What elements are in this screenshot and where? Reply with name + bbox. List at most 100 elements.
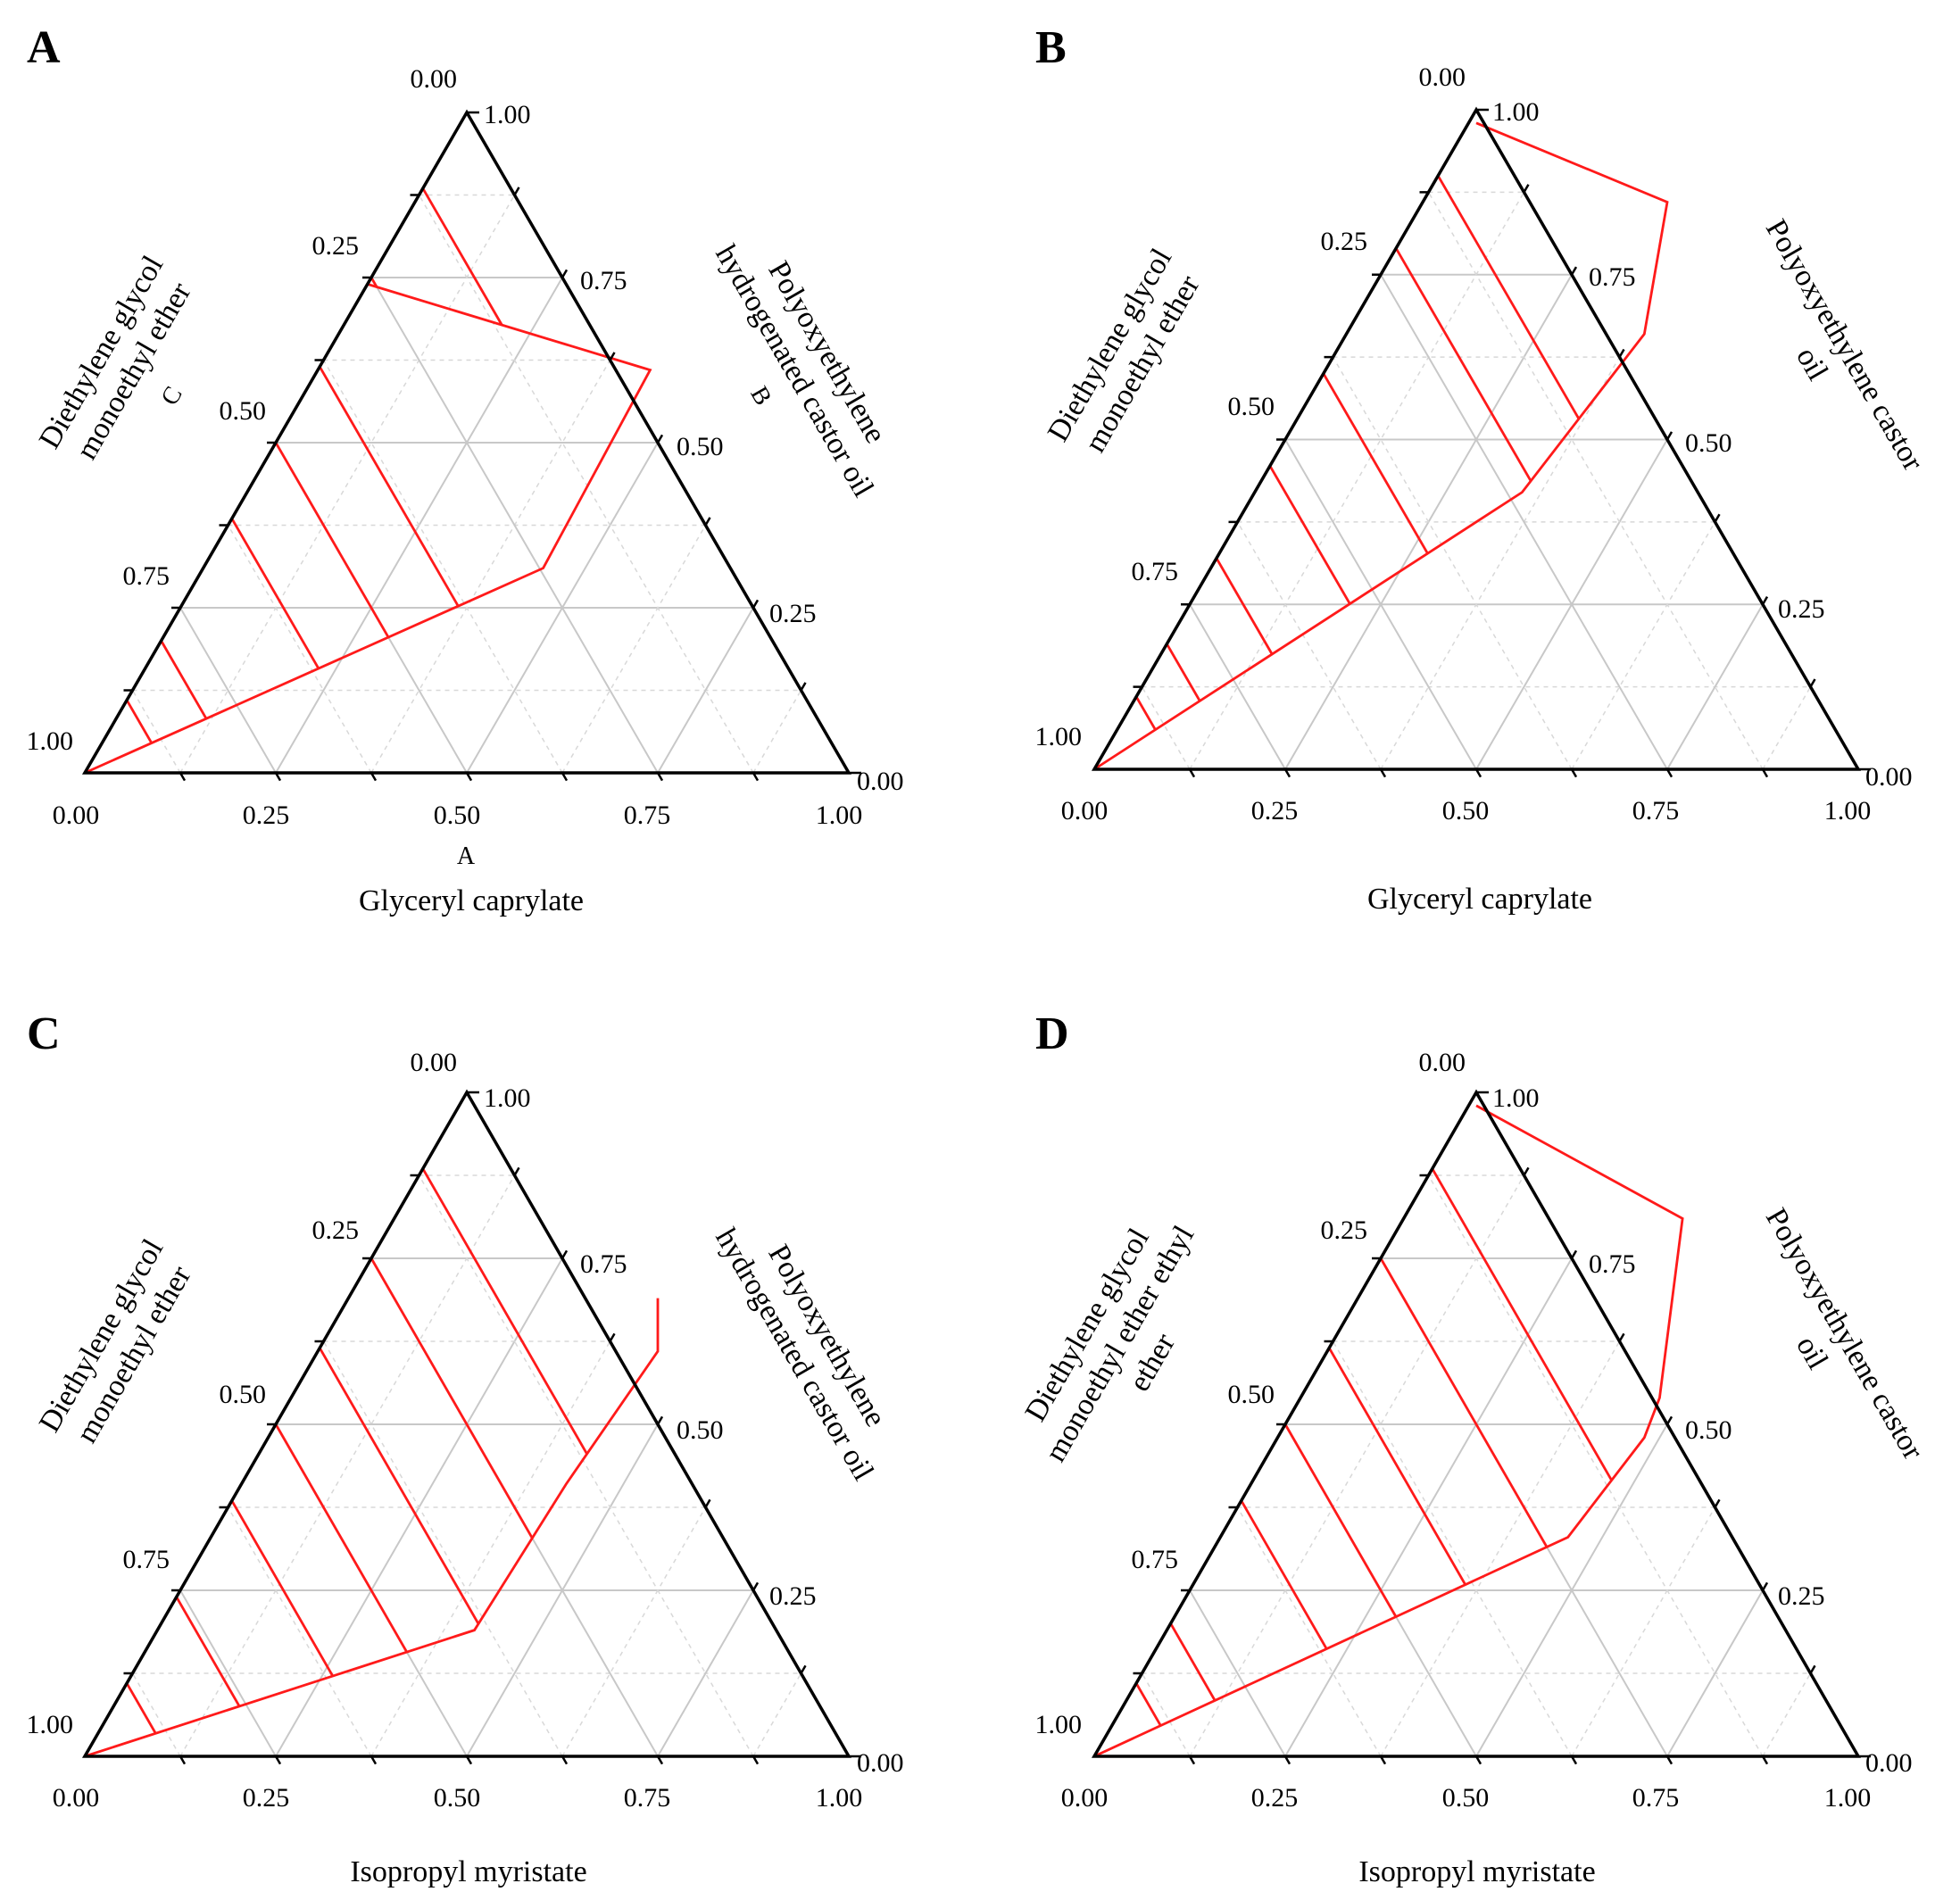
panel-b-gridline-r-6 (1380, 274, 1668, 770)
panel-c-right-tick-0: 0.00 (857, 1748, 904, 1778)
panel-c-gridline-r-1 (131, 1672, 181, 1757)
panel-c-hatch-line-5 (175, 1596, 241, 1707)
panel-c-right-tick-2: 0.50 (677, 1415, 724, 1445)
panel-a-gridline-l-5 (561, 525, 707, 774)
panel-d-tick-right-3 (1714, 1498, 1721, 1508)
panel-c-tick-right-2 (752, 1581, 760, 1591)
panel-c-letter: C (27, 1008, 61, 1059)
panel-c-tick-right-7 (513, 1166, 520, 1176)
panel-b-left-ticks: 1.00 0.75 0.50 0.25 0.00 (1035, 62, 1466, 751)
panel-b-region-boundary (1093, 121, 1669, 771)
panel-a-region (84, 187, 652, 775)
panel-b-tick-bottom-7 (1761, 768, 1769, 778)
panel-c-left-tick-0: 1.00 (27, 1710, 74, 1739)
panel-a-hatch-line-0 (421, 187, 503, 326)
panel-d-gridline-l-3 (1380, 1340, 1621, 1757)
panel-c-gridline-l-7 (752, 1672, 802, 1757)
panel-b-right-tick-4: 1.00 (1492, 97, 1540, 127)
panel-d-tick-right-6 (1570, 1249, 1578, 1259)
panel-c-hatch-line-1 (370, 1257, 534, 1539)
panel-c-right-tick-4: 1.00 (484, 1083, 531, 1113)
panel-b-bottom-tick-0: 0.00 (1061, 796, 1109, 826)
panel-b-tick-right-1 (1809, 678, 1816, 688)
panel-c-left-tick-2: 0.50 (220, 1380, 267, 1409)
panel-b-tick-bottom-6 (1665, 768, 1673, 778)
panel-c-bottom-tick-2: 0.50 (434, 1783, 481, 1813)
panel-d-right-title: Polyoxyethylene castor oil (1759, 1203, 1930, 1466)
panel-a-right-tick-0: 0.00 (857, 767, 904, 796)
panel-c-right-title: Polyoxyethylene hydrogenated castor oil (709, 1223, 892, 1486)
panel-b-gridline-r-2 (1189, 603, 1286, 770)
panel-b-tick-bottom-1 (1188, 768, 1196, 778)
panel-b-gridline-r-1 (1141, 686, 1191, 770)
panel-a-corner-a: A (457, 842, 476, 870)
panel-d-left-tick-0: 1.00 (1035, 1710, 1083, 1739)
panel-c-bottom-ticks: 0.00 0.25 0.50 0.75 1.00 (53, 1783, 863, 1813)
panel-b-grid (1141, 191, 1812, 770)
panel-b-tick-right-2 (1761, 595, 1769, 605)
panel-b-tick-bottom-5 (1570, 768, 1578, 778)
panel-c-frame (81, 1089, 861, 1765)
panel-b-frame (1091, 106, 1871, 778)
panel-c-gridline-l-1 (179, 1174, 516, 1757)
panel-a-bottom-tick-1: 0.25 (243, 801, 290, 830)
panel-c-bottom-tick-0: 0.00 (53, 1783, 100, 1813)
panel-c-bottom-tick-1: 0.25 (243, 1783, 290, 1813)
panel-d-tick-bottom-6 (1665, 1755, 1673, 1765)
panel-d-gridline-r-5 (1332, 1340, 1573, 1757)
panel-d-tick-right-2 (1761, 1581, 1769, 1591)
panel-d-hatch-line-3 (1283, 1423, 1398, 1618)
panel-b-gridline-l-7 (1762, 686, 1812, 770)
panel-a-bottom-tick-2: 0.50 (434, 801, 481, 830)
panel-b-tick-right-5 (1618, 348, 1625, 358)
panel-d-bottom-tick-1: 0.25 (1251, 1783, 1299, 1813)
panel-a-gridline-r-3 (227, 525, 372, 774)
panel-a-right-ticks: 0.00 0.25 0.50 0.75 1.00 (484, 100, 904, 796)
panel-d-bottom-title: Isopropyl myristate (1358, 1855, 1595, 1888)
panel-a-hatch-line-4 (230, 518, 320, 669)
panel-c-tick-bottom-6 (656, 1755, 664, 1765)
panel-d-bottom-tick-4: 1.00 (1824, 1783, 1872, 1813)
panel-d-frame (1091, 1089, 1871, 1765)
panel-c-tick-right-4 (656, 1415, 664, 1425)
panel-d-grid (1141, 1174, 1812, 1757)
panel-a-gridline-l-3 (370, 360, 611, 774)
panel-a-hatch-line-3 (274, 442, 390, 638)
panel-b-bottom-tick-2: 0.50 (1442, 796, 1490, 826)
panel-c-bottom-tick-3: 0.75 (624, 1783, 671, 1813)
panel-b-tick-right-4 (1665, 431, 1673, 441)
panel-c-hatch-line-2 (319, 1347, 480, 1625)
panel-a-bottom-tick-0: 0.00 (53, 801, 100, 830)
panel-a-hatch-line-1 (370, 277, 378, 288)
panel-c-gridline-l-6 (657, 1589, 754, 1757)
panel-d-right-tick-0: 0.00 (1865, 1748, 1913, 1778)
panel-a-right-tick-3: 0.75 (580, 266, 627, 295)
panel-a-left-tick-1: 0.75 (123, 561, 170, 591)
panel-a-tick-right-5 (609, 352, 616, 361)
panel-b-gridline-r-5 (1332, 356, 1573, 770)
panel-a-tick-right-3 (704, 517, 711, 527)
panel-c-tick-bottom-4 (465, 1755, 473, 1765)
panel-d-region (1093, 1104, 1684, 1758)
panel-a-corner-c: C (156, 382, 188, 411)
panel-c-bottom-title: Isopropyl myristate (350, 1855, 586, 1888)
panel-b-hatch-line-1 (1394, 247, 1532, 482)
panel-a-right-title: Polyoxyethylene hydrogenated castor oil (709, 239, 892, 502)
panel-d-hatch-line-5 (1169, 1622, 1217, 1702)
panel-b-right-tick-2: 0.50 (1685, 428, 1732, 458)
panel-c-tick-bottom-1 (179, 1755, 187, 1765)
panel-d-gridline-r-2 (1189, 1589, 1286, 1757)
panel-c-right-tick-3: 0.75 (580, 1249, 627, 1279)
panel-d-tick-right-7 (1523, 1166, 1530, 1176)
svg-text:Polyoxyethylene castor: Polyoxyethylene castor (1759, 1203, 1930, 1466)
panel-b-gridline-l-6 (1666, 603, 1764, 770)
panel-d-right-tick-1: 0.25 (1778, 1581, 1825, 1611)
panel-b-right-tick-3: 0.75 (1589, 262, 1636, 292)
panel-b-left-title: Diethylene glycol monoethyl ether (1042, 243, 1207, 458)
panel-b-left-tick-3: 0.25 (1321, 227, 1368, 256)
panel-d-tick-bottom-3 (1379, 1755, 1387, 1765)
panel-d-bottom-tick-0: 0.00 (1061, 1783, 1109, 1813)
panel-a-gridline-l-7 (752, 690, 802, 774)
panel-b-left-tick-4: 0.00 (1419, 62, 1466, 92)
